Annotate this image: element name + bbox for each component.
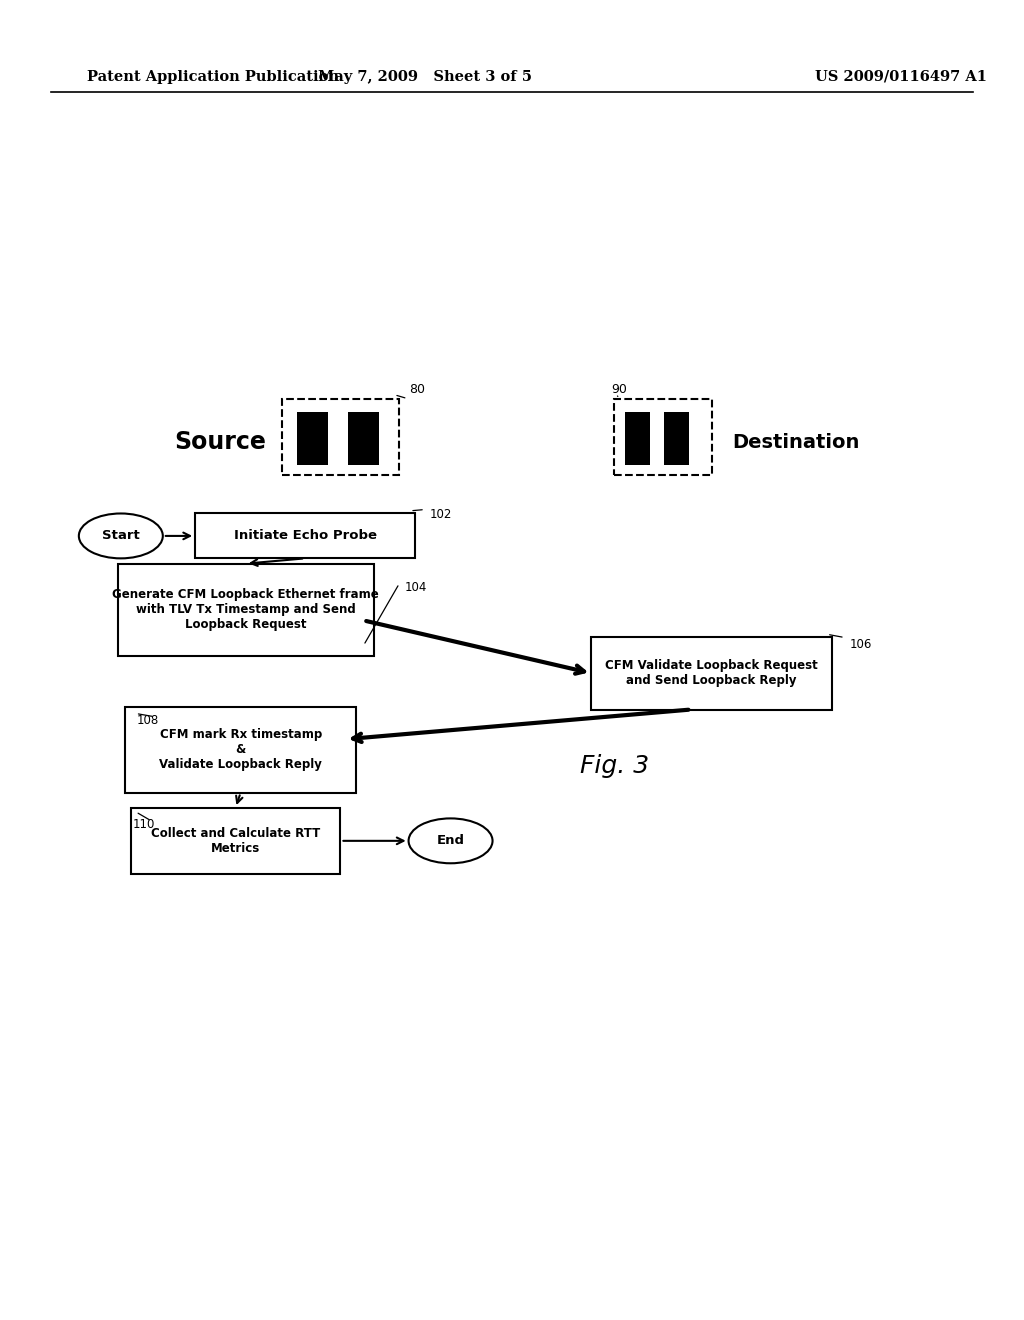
Text: 90: 90 (611, 383, 628, 396)
FancyBboxPatch shape (195, 513, 416, 558)
FancyBboxPatch shape (297, 412, 328, 465)
Text: Patent Application Publication: Patent Application Publication (87, 70, 339, 83)
FancyBboxPatch shape (625, 412, 650, 465)
Text: CFM Validate Loopback Request
and Send Loopback Reply: CFM Validate Loopback Request and Send L… (605, 659, 818, 688)
Text: Destination: Destination (732, 433, 859, 451)
FancyBboxPatch shape (348, 412, 379, 465)
Text: CFM mark Rx timestamp
&
Validate Loopback Reply: CFM mark Rx timestamp & Validate Loopbac… (159, 729, 323, 771)
FancyBboxPatch shape (282, 399, 399, 475)
Text: Initiate Echo Probe: Initiate Echo Probe (233, 529, 377, 543)
Text: Start: Start (102, 529, 139, 543)
Text: 106: 106 (850, 638, 872, 651)
Text: Source: Source (174, 430, 266, 454)
Text: Generate CFM Loopback Ethernet frame
with TLV Tx Timestamp and Send
Loopback Req: Generate CFM Loopback Ethernet frame wit… (113, 589, 379, 631)
Text: Collect and Calculate RTT
Metrics: Collect and Calculate RTT Metrics (151, 826, 321, 855)
FancyBboxPatch shape (591, 638, 831, 710)
Text: US 2009/0116497 A1: US 2009/0116497 A1 (815, 70, 987, 83)
Text: 108: 108 (136, 714, 159, 727)
Text: 102: 102 (430, 508, 453, 521)
Text: 110: 110 (133, 818, 156, 832)
FancyBboxPatch shape (118, 564, 374, 656)
Text: 80: 80 (410, 383, 426, 396)
Text: 104: 104 (404, 581, 427, 594)
FancyBboxPatch shape (664, 412, 689, 465)
FancyBboxPatch shape (125, 708, 356, 792)
FancyBboxPatch shape (614, 399, 712, 475)
Text: May 7, 2009   Sheet 3 of 5: May 7, 2009 Sheet 3 of 5 (318, 70, 531, 83)
Text: End: End (436, 834, 465, 847)
FancyBboxPatch shape (131, 808, 340, 874)
Ellipse shape (409, 818, 493, 863)
Ellipse shape (79, 513, 163, 558)
Text: Fig. 3: Fig. 3 (580, 754, 649, 777)
